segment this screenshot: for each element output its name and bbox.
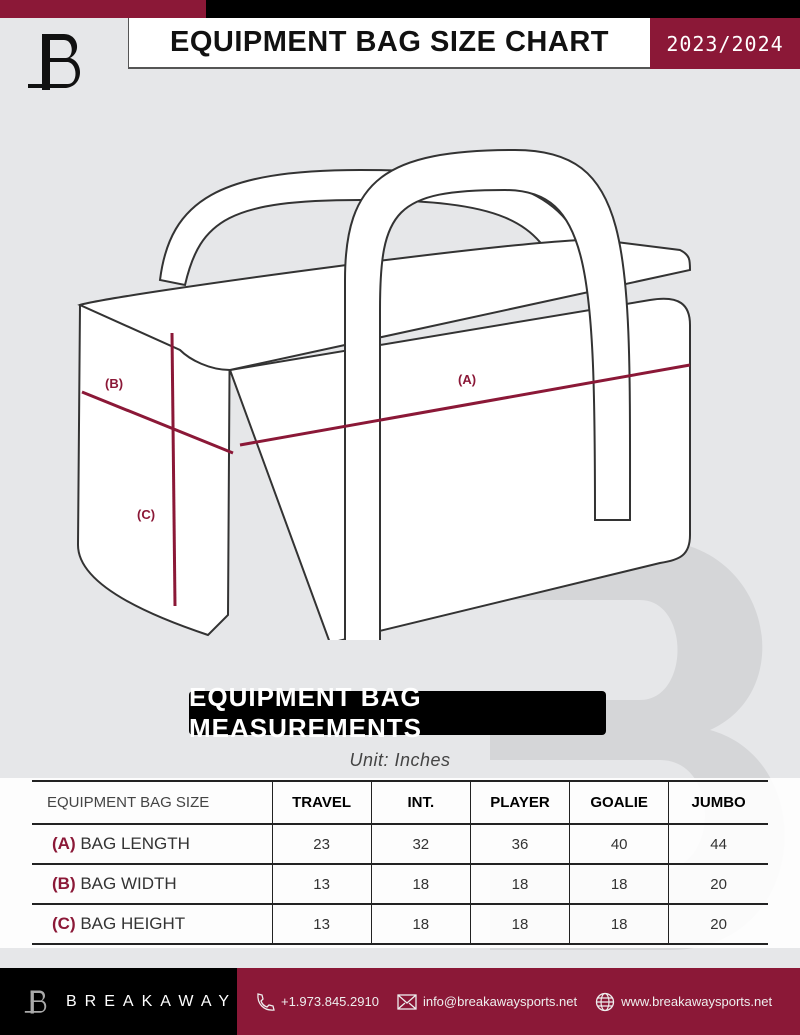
row-key: (C) (52, 914, 76, 933)
cell: 20 (668, 863, 768, 905)
row-key: (A) (52, 834, 76, 853)
cell: 40 (569, 823, 669, 865)
row-label: (B) BAG WIDTH (32, 863, 272, 905)
cell: 44 (668, 823, 768, 865)
row-name: BAG HEIGHT (80, 914, 186, 933)
label-c: (C) (137, 507, 155, 522)
email-contact[interactable]: info@breakawaysports.net (397, 993, 578, 1010)
top-black-bar (206, 0, 800, 18)
row-name: BAG LENGTH (80, 834, 190, 853)
envelope-icon (397, 993, 417, 1010)
phone-icon (257, 992, 275, 1011)
website-contact[interactable]: www.breakawaysports.net (595, 992, 772, 1012)
page-title: EQUIPMENT BAG SIZE CHART (128, 18, 650, 69)
table-header-row: EQUIPMENT BAG SIZE TRAVEL INT. PLAYER GO… (32, 780, 768, 825)
brand-logo-icon (24, 989, 47, 1014)
footer-brand: BREAKAWAY (0, 968, 237, 1035)
label-b: (B) (105, 376, 123, 391)
cell: 23 (271, 823, 372, 865)
unit-label: Unit: Inches (349, 750, 451, 770)
cell: 18 (569, 863, 669, 905)
phone-number[interactable]: +1.973.845.2910 (280, 994, 379, 1009)
column-header: INT. (370, 780, 471, 825)
row-label: (C) BAG HEIGHT (32, 903, 272, 945)
email-link[interactable]: info@breakawaysports.net (422, 994, 578, 1009)
footer: BREAKAWAY +1.973.845.2910 info@breakaway… (0, 968, 800, 1035)
cell: 18 (370, 863, 471, 905)
row-key: (B) (52, 874, 76, 893)
label-a: (A) (458, 372, 476, 387)
top-accent-bar (0, 0, 206, 18)
cell: 18 (469, 903, 570, 945)
table-row: (A) BAG LENGTH 23 32 36 40 44 (32, 823, 768, 865)
column-header: EQUIPMENT BAG SIZE (32, 780, 272, 825)
column-header: PLAYER (469, 780, 570, 825)
cell: 36 (469, 823, 570, 865)
brand-name: BREAKAWAY (66, 992, 237, 1010)
cell: 18 (370, 903, 471, 945)
row-name: BAG WIDTH (80, 874, 177, 893)
cell: 13 (271, 903, 372, 945)
phone-contact[interactable]: +1.973.845.2910 (255, 992, 379, 1012)
table-row: (C) BAG HEIGHT 13 18 18 18 20 (32, 903, 768, 945)
season-label: 2023/2024 (650, 18, 800, 69)
cell: 18 (569, 903, 669, 945)
globe-icon (595, 992, 615, 1011)
cell: 32 (370, 823, 471, 865)
table-row: (B) BAG WIDTH 13 18 18 18 20 (32, 863, 768, 905)
column-header: TRAVEL (271, 780, 372, 825)
row-label: (A) BAG LENGTH (32, 823, 272, 865)
column-header: GOALIE (569, 780, 669, 825)
column-header: JUMBO (668, 780, 768, 825)
cell: 20 (668, 903, 768, 945)
cell: 13 (271, 863, 372, 905)
cell: 18 (469, 863, 570, 905)
bag-diagram: (B) (C) (A) (76, 148, 692, 640)
website-link[interactable]: www.breakawaysports.net (621, 994, 773, 1009)
size-table: EQUIPMENT BAG SIZE TRAVEL INT. PLAYER GO… (32, 780, 768, 945)
brand-logo-icon (28, 34, 81, 90)
section-title: EQUIPMENT BAG MEASUREMENTS (189, 682, 606, 743)
